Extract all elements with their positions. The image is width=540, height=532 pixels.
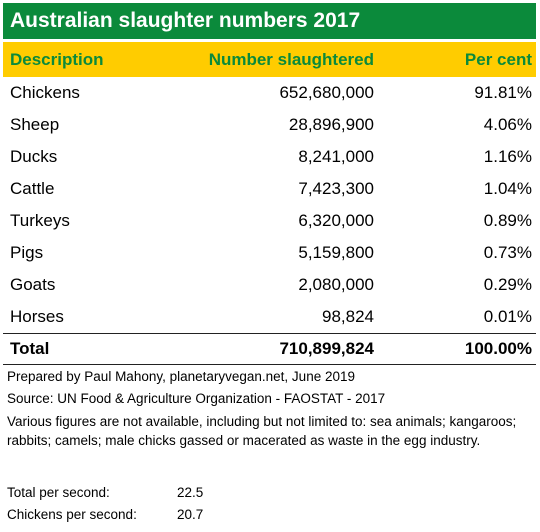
row-percent: 0.01% <box>483 307 532 326</box>
row-percent: 1.16% <box>483 147 532 166</box>
table-row: Turkeys 6,320,000 0.89% <box>3 205 536 237</box>
row-number: 652,680,000 <box>279 83 374 102</box>
table-body: Chickens 652,680,000 91.81% Sheep 28,896… <box>3 77 536 333</box>
table-row: Chickens 652,680,000 91.81% <box>3 77 536 109</box>
table-row: Cattle 7,423,300 1.04% <box>3 173 536 205</box>
row-percent: 1.04% <box>483 179 532 198</box>
row-number: 7,423,300 <box>298 179 374 198</box>
row-description: Sheep <box>10 115 60 134</box>
caveat-note: Various figures are not available, inclu… <box>7 414 517 448</box>
row-number: 5,159,800 <box>298 243 374 262</box>
row-description: Horses <box>10 307 64 326</box>
table-total-row: Total 710,899,824 100.00% <box>3 333 536 365</box>
row-number: 98,824 <box>322 307 374 326</box>
table-header-row: Description Number slaughtered Per cent <box>3 42 536 77</box>
row-percent: 0.29% <box>483 275 532 294</box>
row-description: Goats <box>10 275 56 294</box>
stat-value: 22.5 <box>177 485 204 500</box>
row-description: Turkeys <box>10 211 70 230</box>
row-percent: 4.06% <box>483 115 532 134</box>
row-description: Ducks <box>10 147 58 166</box>
row-number: 28,896,900 <box>288 115 374 134</box>
prepared-by-note: Prepared by Paul Mahony, planetaryvegan.… <box>7 369 355 384</box>
table-row: Pigs 5,159,800 0.73% <box>3 237 536 269</box>
stat-value: 20.7 <box>177 507 204 522</box>
table-row: Sheep 28,896,900 4.06% <box>3 109 536 141</box>
table-title: Australian slaughter numbers 2017 <box>3 3 536 39</box>
header-number-slaughtered: Number slaughtered <box>208 50 374 69</box>
table-row: Goats 2,080,000 0.29% <box>3 269 536 301</box>
table-row: Horses 98,824 0.01% <box>3 301 536 333</box>
stat-label: Total per second: <box>7 485 110 500</box>
stat-row: Chickens per second: 20.7 <box>7 504 307 526</box>
table-notes: Prepared by Paul Mahony, planetaryvegan.… <box>7 366 532 450</box>
stat-label: Chickens per second: <box>7 507 137 522</box>
row-description: Cattle <box>10 179 55 198</box>
header-description: Description <box>10 50 104 69</box>
row-number: 8,241,000 <box>298 147 374 166</box>
row-percent: 0.73% <box>483 243 532 262</box>
per-second-stats: Total per second: 22.5 Chickens per seco… <box>7 482 307 526</box>
row-percent: 91.81% <box>474 83 532 102</box>
row-number: 2,080,000 <box>298 275 374 294</box>
header-per-cent: Per cent <box>464 50 532 69</box>
source-note: Source: UN Food & Agriculture Organizati… <box>7 391 386 406</box>
stat-row: Total per second: 22.5 <box>7 482 307 504</box>
total-number: 710,899,824 <box>279 339 374 358</box>
row-description: Pigs <box>10 243 44 262</box>
row-number: 6,320,000 <box>298 211 374 230</box>
total-percent: 100.00% <box>464 339 532 358</box>
total-label: Total <box>10 339 50 358</box>
table-row: Ducks 8,241,000 1.16% <box>3 141 536 173</box>
row-description: Chickens <box>10 83 80 102</box>
row-percent: 0.89% <box>483 211 532 230</box>
